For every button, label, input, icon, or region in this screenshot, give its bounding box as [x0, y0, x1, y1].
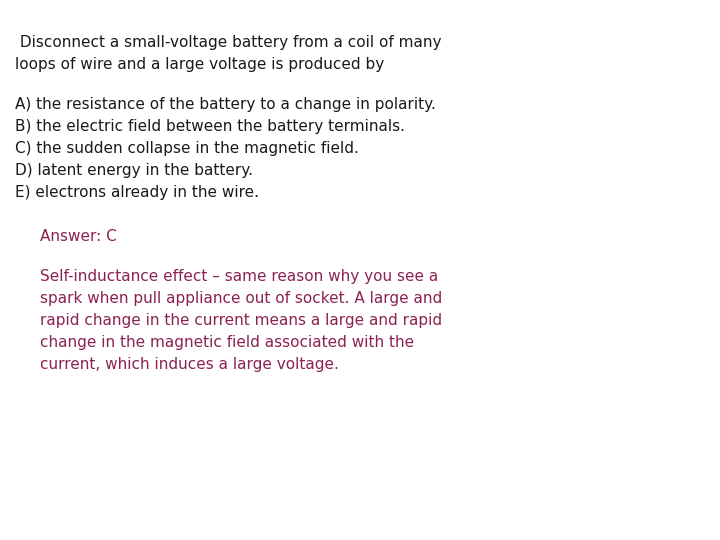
- Text: rapid change in the current means a large and rapid: rapid change in the current means a larg…: [40, 313, 442, 328]
- Text: spark when pull appliance out of socket. A large and: spark when pull appliance out of socket.…: [40, 291, 442, 306]
- Text: Answer: C: Answer: C: [40, 229, 117, 244]
- Text: C) the sudden collapse in the magnetic field.: C) the sudden collapse in the magnetic f…: [15, 141, 359, 156]
- Text: E) electrons already in the wire.: E) electrons already in the wire.: [15, 185, 259, 200]
- Text: change in the magnetic field associated with the: change in the magnetic field associated …: [40, 335, 414, 350]
- Text: current, which induces a large voltage.: current, which induces a large voltage.: [40, 357, 339, 372]
- Text: Disconnect a small-voltage battery from a coil of many: Disconnect a small-voltage battery from …: [15, 35, 441, 50]
- Text: A) the resistance of the battery to a change in polarity.: A) the resistance of the battery to a ch…: [15, 97, 436, 112]
- Text: D) latent energy in the battery.: D) latent energy in the battery.: [15, 163, 253, 178]
- Text: Self-inductance effect – same reason why you see a: Self-inductance effect – same reason why…: [40, 269, 438, 284]
- Text: B) the electric field between the battery terminals.: B) the electric field between the batter…: [15, 119, 405, 134]
- Text: loops of wire and a large voltage is produced by: loops of wire and a large voltage is pro…: [15, 57, 384, 72]
